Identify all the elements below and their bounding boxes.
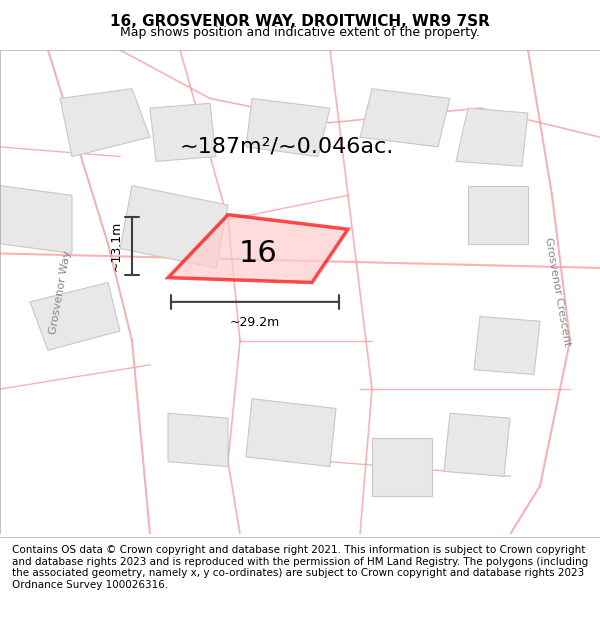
Polygon shape — [60, 89, 150, 156]
Polygon shape — [372, 438, 432, 496]
Polygon shape — [168, 214, 348, 282]
Polygon shape — [168, 413, 228, 466]
Polygon shape — [474, 316, 540, 374]
Text: ~13.1m: ~13.1m — [110, 221, 123, 271]
Text: ~187m²/~0.046ac.: ~187m²/~0.046ac. — [180, 137, 394, 157]
Text: Map shows position and indicative extent of the property.: Map shows position and indicative extent… — [120, 26, 480, 39]
Polygon shape — [150, 103, 216, 161]
Text: Grosvenor Crescent: Grosvenor Crescent — [544, 237, 572, 348]
Polygon shape — [246, 98, 330, 156]
Polygon shape — [360, 89, 450, 147]
Text: 16, GROSVENOR WAY, DROITWICH, WR9 7SR: 16, GROSVENOR WAY, DROITWICH, WR9 7SR — [110, 14, 490, 29]
Polygon shape — [468, 186, 528, 244]
Text: Grosvenor Way: Grosvenor Way — [48, 249, 72, 335]
Polygon shape — [120, 186, 228, 268]
Text: Contains OS data © Crown copyright and database right 2021. This information is : Contains OS data © Crown copyright and d… — [12, 545, 588, 590]
Polygon shape — [246, 399, 336, 466]
Text: 16: 16 — [239, 239, 277, 268]
Polygon shape — [444, 413, 510, 476]
Text: ~29.2m: ~29.2m — [230, 316, 280, 329]
Polygon shape — [0, 186, 72, 254]
Polygon shape — [456, 108, 528, 166]
Polygon shape — [30, 282, 120, 350]
